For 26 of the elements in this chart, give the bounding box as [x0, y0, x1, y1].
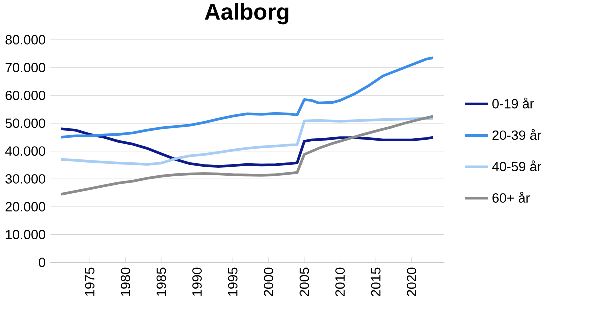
y-tick-label: 70.000	[6, 62, 46, 72]
legend-label: 60+ år	[492, 192, 530, 203]
x-tick-label: 2010	[336, 268, 346, 296]
x-tick-label: 1990	[192, 268, 202, 296]
line-series	[60, 115, 435, 196]
y-tick-label: 40.000	[6, 146, 46, 156]
y-tick-label: 50.000	[6, 118, 46, 128]
x-tick-label: 2000	[264, 268, 274, 296]
legend-label: 20-39 år	[492, 129, 542, 140]
x-tick-label: 2015	[371, 268, 381, 296]
x-tick-label: 1975	[85, 268, 95, 296]
chart-title: Aalborg	[205, 3, 289, 24]
line-series	[60, 116, 435, 166]
y-tick-label: 10.000	[6, 230, 46, 240]
y-tick-label: 20.000	[6, 202, 46, 212]
y-tick-label: 0	[39, 258, 46, 268]
x-tick-label: 1980	[121, 268, 130, 296]
y-tick-label: 30.000	[6, 174, 46, 184]
x-tick-label: 1995	[228, 268, 238, 296]
x-tick-label: 1985	[156, 268, 166, 296]
y-tick-label: 60.000	[6, 90, 46, 100]
x-tick-label: 2020	[407, 268, 417, 296]
x-tick-label: 2005	[300, 268, 310, 296]
y-tick-label: 80.000	[6, 35, 46, 45]
legend-label: 0-19 år	[492, 98, 534, 109]
legend-label: 40-59 år	[492, 160, 542, 172]
